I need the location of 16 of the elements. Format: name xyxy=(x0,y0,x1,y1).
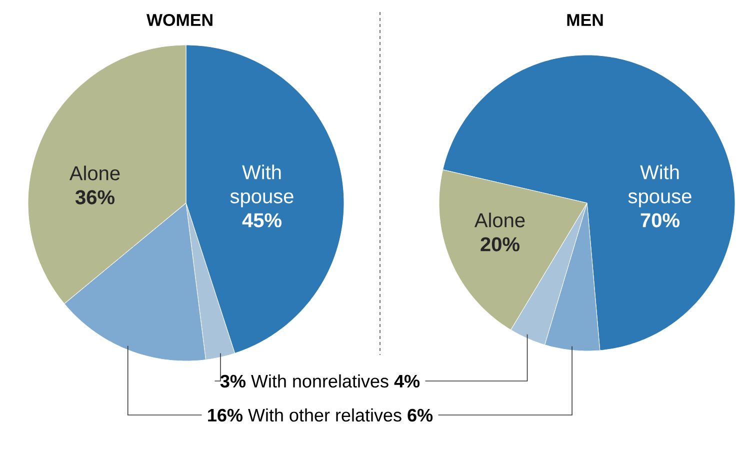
chart-title: WOMEN xyxy=(146,14,212,26)
data-label: 16% xyxy=(208,408,242,422)
slice-label: With nonrelatives xyxy=(251,374,388,388)
slice-label: Alone xyxy=(474,212,525,228)
chart-title: MEN xyxy=(567,14,603,26)
slice-label: With spouse xyxy=(230,164,294,208)
data-label: 20% xyxy=(480,237,520,252)
data-label: 3% xyxy=(220,374,246,388)
data-label: 70% xyxy=(640,213,680,228)
slice-label: With spouse xyxy=(628,164,692,208)
slice-label: With other relatives xyxy=(248,408,402,422)
data-label: 6% xyxy=(408,408,433,422)
data-label: 4% xyxy=(394,374,420,388)
data-label: 36% xyxy=(75,190,114,204)
slice-label: Alone xyxy=(69,166,120,180)
data-label: 45% xyxy=(242,213,282,228)
